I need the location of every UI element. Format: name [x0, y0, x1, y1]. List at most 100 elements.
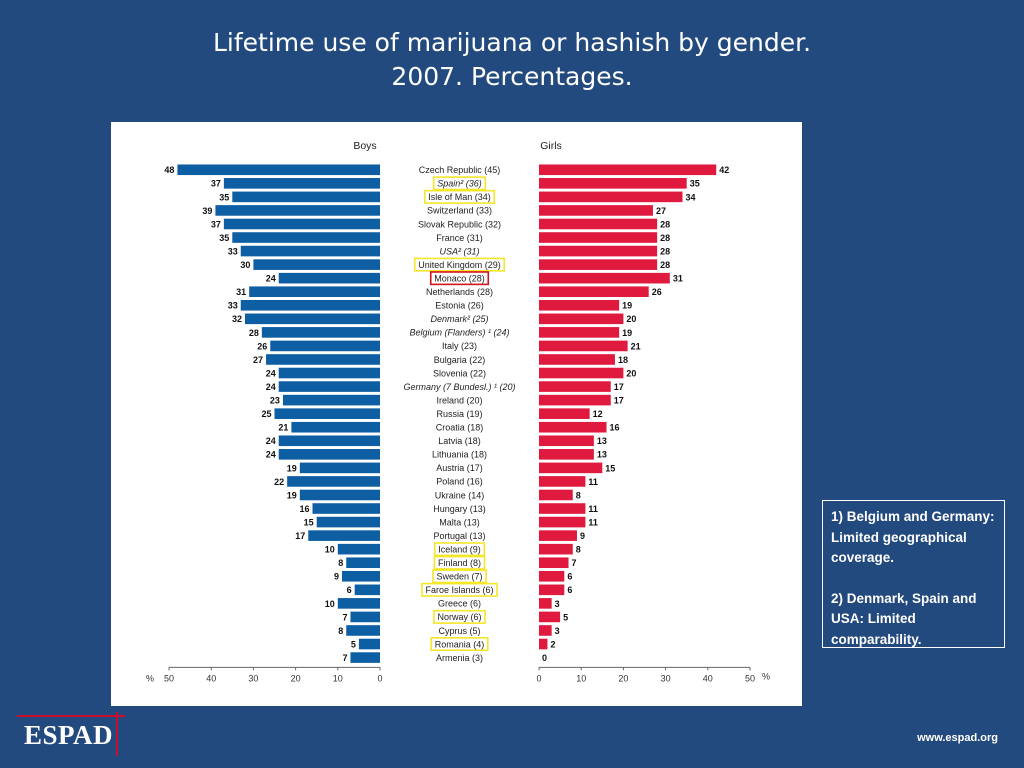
highlight-box	[433, 555, 486, 570]
country-label: United Kingdom (29)	[418, 260, 501, 270]
boys-bar	[244, 313, 380, 325]
boys-bar	[266, 354, 380, 365]
girls-value-label: 15	[605, 463, 615, 473]
title-line-2: 2007. Percentages.	[391, 62, 633, 91]
girls-bar	[539, 327, 620, 338]
girls-value-label: 26	[652, 287, 662, 297]
girls-bar	[539, 570, 565, 582]
country-label: Cyprus (5)	[438, 626, 480, 636]
country-label: Iceland (9)	[438, 544, 481, 554]
title-line-1: Lifetime use of marijuana or hashish by …	[212, 28, 812, 57]
espad-logo: ESPAD	[17, 712, 125, 756]
girls-bar	[539, 598, 552, 609]
girls-bar	[539, 205, 653, 216]
website-link[interactable]: www.espad.org	[917, 732, 998, 744]
girls-bar	[539, 164, 717, 176]
girls-value-label: 20	[626, 314, 636, 324]
country-label: Slovenia (22)	[433, 368, 486, 378]
country-label: Croatia (18)	[436, 423, 484, 433]
girls-bar	[539, 543, 573, 555]
girls-tick-label: 30	[661, 673, 671, 683]
boys-value-label: 8	[338, 626, 343, 636]
girls-bar	[539, 354, 615, 365]
boys-value-label: 19	[287, 490, 297, 500]
girls-bar	[539, 584, 565, 596]
girls-bar	[539, 449, 594, 460]
boys-bar	[232, 191, 380, 203]
boys-value-label: 8	[338, 558, 343, 568]
boys-value-label: 7	[342, 653, 347, 663]
boys-value-label: 22	[274, 477, 284, 487]
boys-bar	[249, 286, 380, 298]
country-label: Malta (13)	[439, 517, 480, 527]
boys-bar	[337, 598, 380, 609]
girls-value-label: 11	[588, 517, 598, 527]
chart-panel: Boys Girls 48 42 Czech Republic (45) 37 35 Spai…	[111, 122, 802, 706]
boys-value-label: 10	[325, 599, 335, 609]
girls-bar	[539, 462, 603, 474]
girls-bar	[539, 530, 577, 541]
boys-bar	[240, 245, 380, 257]
girls-tick-label: 10	[576, 673, 586, 683]
highlight-box	[423, 189, 496, 204]
girls-value-label: 11	[588, 504, 598, 514]
girls-tick-label: 50	[745, 673, 755, 683]
highlight-box	[433, 609, 486, 624]
girls-bar	[539, 313, 624, 325]
boys-value-label: 24	[266, 450, 276, 460]
country-label: France (31)	[436, 233, 483, 243]
boys-value-label: 33	[228, 246, 238, 256]
girls-value-label: 28	[660, 246, 670, 256]
boys-value-label: 24	[266, 368, 276, 378]
girls-bar	[539, 476, 586, 487]
country-label: Faroe Islands (6)	[425, 585, 493, 595]
boys-bar	[346, 625, 380, 636]
boys-bar	[270, 340, 380, 352]
logo-text: ESPAD	[24, 720, 114, 750]
boys-bar	[215, 205, 380, 216]
boys-value-label: 6	[347, 585, 352, 595]
boys-value-label: 17	[295, 531, 305, 541]
country-label: USA² (31)	[439, 246, 479, 256]
country-label: Finland (8)	[438, 558, 481, 568]
girls-bar	[539, 272, 670, 284]
boys-value-label: 32	[232, 314, 242, 324]
girls-unit-label: %	[762, 671, 770, 681]
boys-value-label: 30	[240, 260, 250, 270]
boys-value-label: 35	[219, 233, 229, 243]
boys-value-label: 19	[287, 463, 297, 473]
country-label: Poland (16)	[436, 477, 483, 487]
girls-bar	[539, 218, 658, 230]
boys-bar	[354, 584, 380, 596]
girls-bar	[539, 489, 573, 501]
country-label: Czech Republic (45)	[419, 165, 501, 175]
girls-bar	[539, 638, 548, 650]
boys-bar	[232, 232, 380, 243]
girls-bar	[539, 394, 611, 406]
girls-bar	[539, 611, 561, 623]
boys-value-label: 21	[278, 423, 288, 433]
girls-bar	[539, 516, 586, 528]
boys-bar	[342, 570, 380, 582]
logo-red-stroke	[116, 712, 118, 756]
highlight-box	[429, 271, 490, 286]
country-label: Armenia (3)	[436, 653, 483, 663]
footnotes-box: 1) Belgium and Germany: Limited geograph…	[822, 500, 1005, 648]
boys-tick-label: 0	[377, 673, 382, 683]
panel-label-boys: Boys	[353, 140, 376, 152]
boys-value-label: 37	[211, 219, 221, 229]
girls-value-label: 6	[567, 585, 572, 595]
boys-value-label: 33	[228, 301, 238, 311]
girls-value-label: 17	[614, 396, 624, 406]
girls-bar	[539, 381, 611, 392]
boys-value-label: 5	[351, 639, 356, 649]
girls-value-label: 0	[542, 653, 547, 663]
girls-tick-label: 20	[618, 673, 628, 683]
girls-bar	[539, 408, 590, 419]
girls-bar	[539, 245, 658, 257]
girls-bar	[539, 557, 569, 569]
girls-value-label: 35	[690, 179, 700, 189]
boys-bar	[308, 530, 380, 541]
country-label: Greece (6)	[438, 599, 481, 609]
